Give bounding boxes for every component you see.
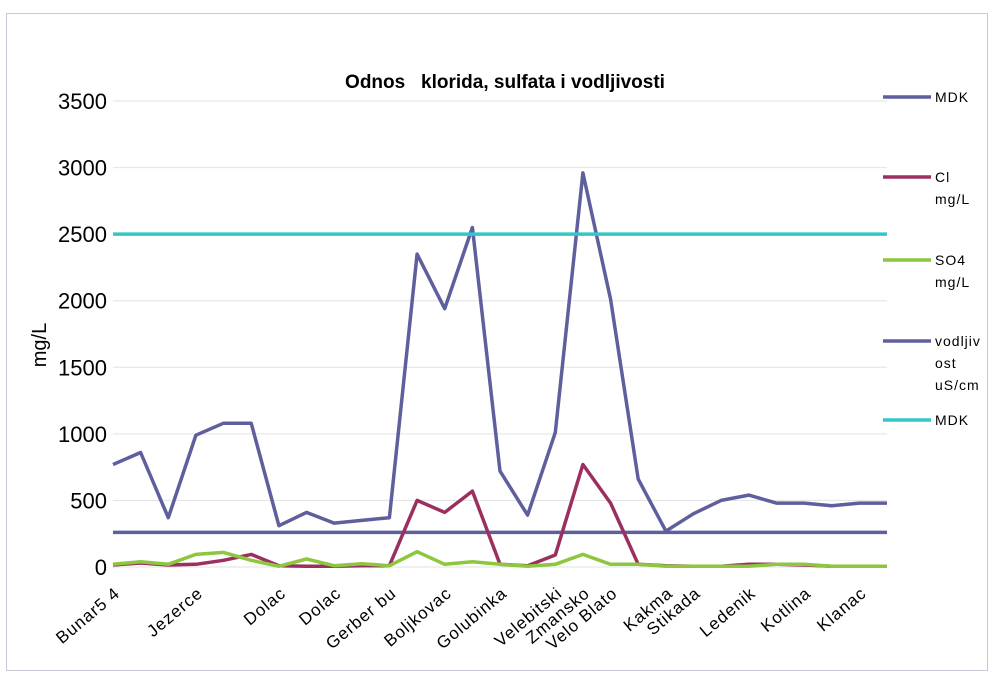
- legend-label: mg/L: [935, 274, 970, 290]
- y-tick-label: 0: [95, 555, 107, 580]
- legend-label: SO4: [935, 252, 966, 268]
- x-tick-label: Ledenik: [696, 584, 759, 641]
- legend-label: MDK: [935, 89, 969, 105]
- y-tick-label: 500: [70, 488, 107, 513]
- series-line-1: [112, 462, 887, 569]
- chart-title: Odnos klorida, sulfata i vodljivosti: [345, 72, 665, 93]
- y-axis-label: mg/L: [29, 323, 51, 367]
- x-tick-label: Bunar5 4: [52, 584, 123, 648]
- legend-label: MDK: [935, 412, 969, 428]
- x-tick-label: Klanac: [813, 584, 870, 636]
- y-tick-label: 1500: [58, 355, 107, 380]
- y-tick-label: 3000: [58, 156, 107, 181]
- y-axis: 0 500 1000 1500 2000 2500 3000 3500: [58, 89, 107, 580]
- y-tick-label: 2000: [58, 289, 107, 314]
- x-tick-label: Dolac: [240, 584, 289, 630]
- legend-label: ost: [935, 355, 957, 371]
- grid: [113, 100, 887, 568]
- chart-frame: [6, 13, 988, 671]
- series-line-2: [112, 549, 887, 569]
- x-tick-label: Jezerce: [143, 584, 206, 641]
- legend-label: mg/L: [935, 191, 970, 207]
- legend-label: Cl: [935, 169, 950, 185]
- x-tick-label: Dolac: [295, 584, 344, 630]
- y-tick-label: 1000: [58, 422, 107, 447]
- legend: MDK Cl mg/L SO4 mg/L vodljiv ost uS/cm MDK: [883, 89, 981, 428]
- series-line-3: [112, 171, 887, 533]
- legend-label: uS/cm: [935, 377, 980, 393]
- x-tick-label: Kotlina: [757, 584, 814, 636]
- y-tick-label: 2500: [58, 222, 107, 247]
- y-tick-label: 3500: [58, 89, 107, 114]
- legend-label: vodljiv: [935, 333, 981, 349]
- series-group: [112, 171, 887, 569]
